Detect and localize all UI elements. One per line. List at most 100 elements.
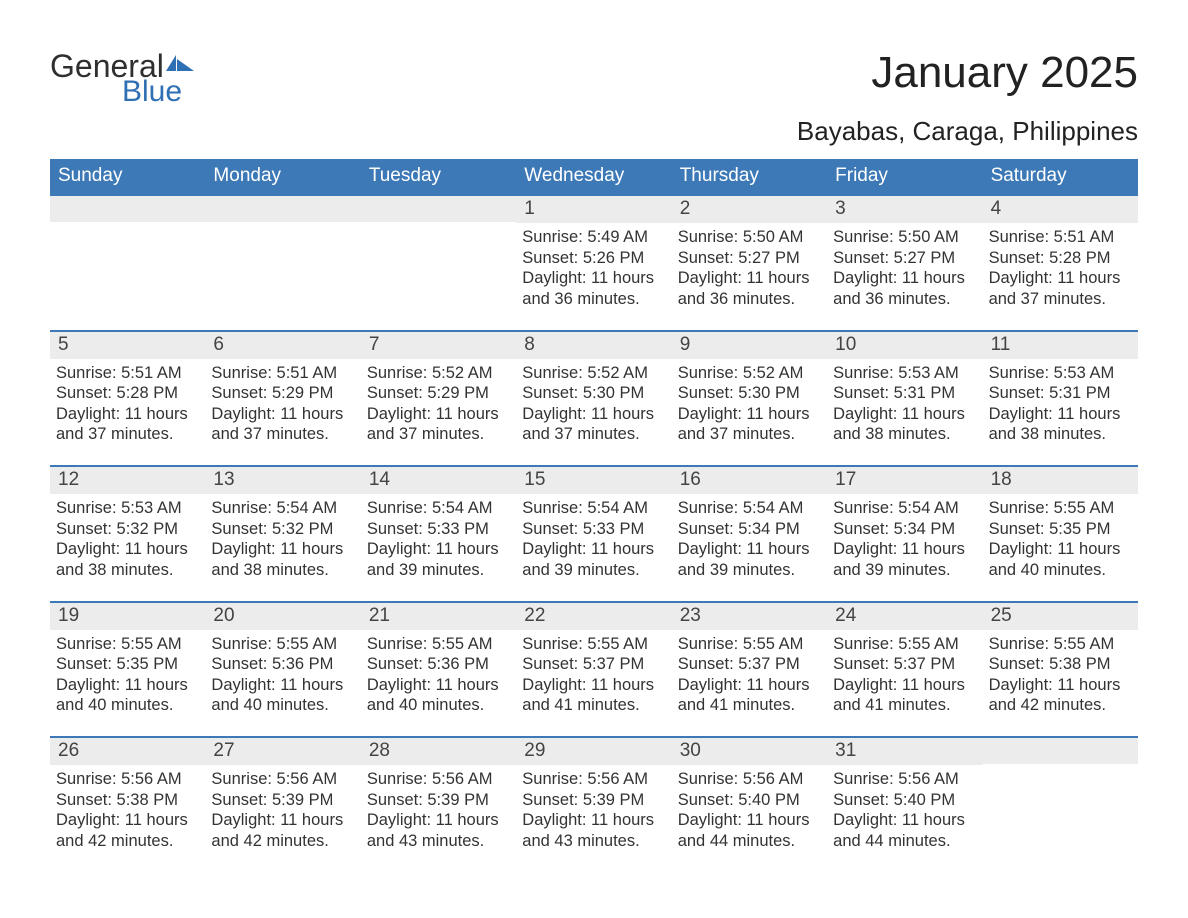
day-cell [205,196,360,310]
day-cell: 22Sunrise: 5:55 AMSunset: 5:37 PMDayligh… [516,603,671,717]
daylight-text: Daylight: 11 hours and 39 minutes. [678,539,821,580]
sunrise-text: Sunrise: 5:54 AM [833,498,976,519]
day-body: Sunrise: 5:54 AMSunset: 5:33 PMDaylight:… [367,498,510,581]
day-cell: 15 Sunrise: 5:54 AMSunset: 5:33 PMDayligh… [516,467,671,581]
sunset-text: Sunset: 5:30 PM [678,383,821,404]
sunset-text: Sunset: 5:40 PM [678,790,821,811]
day-cell [983,738,1138,852]
sunrise-text: Sunrise: 5:54 AM [522,498,665,519]
day-number-strip-empty [361,196,516,222]
sunrise-text: Sunrise: 5:56 AM [678,769,821,790]
day-number-strip-empty [205,196,360,222]
sunrise-text: Sunrise: 5:55 AM [367,634,510,655]
sunrise-text: Sunrise: 5:52 AM [367,363,510,384]
day-cell: 20Sunrise: 5:55 AMSunset: 5:36 PMDayligh… [205,603,360,717]
day-body: Sunrise: 5:55 AMSunset: 5:38 PMDaylight:… [989,634,1132,717]
sunrise-text: Sunrise: 5:53 AM [989,363,1132,384]
brand-logo: General Blue [50,48,220,109]
daylight-text: Daylight: 11 hours and 41 minutes. [678,675,821,716]
day-body: Sunrise: 5:55 AMSunset: 5:36 PMDaylight:… [211,634,354,717]
day-number: 30 [672,738,827,765]
daylight-text: Daylight: 11 hours and 39 minutes. [522,539,665,580]
sunset-text: Sunset: 5:33 PM [367,519,510,540]
day-number: 23 [672,603,827,630]
daylight-text: Daylight: 11 hours and 39 minutes. [833,539,976,580]
daylight-text: Daylight: 11 hours and 44 minutes. [833,810,976,851]
sunset-text: Sunset: 5:40 PM [833,790,976,811]
sunset-text: Sunset: 5:38 PM [989,654,1132,675]
week-row: 19Sunrise: 5:55 AMSunset: 5:35 PMDayligh… [50,601,1138,737]
day-cell: 12Sunrise: 5:53 AMSunset: 5:32 PMDayligh… [50,467,205,581]
sunrise-text: Sunrise: 5:55 AM [211,634,354,655]
day-body: Sunrise: 5:56 AMSunset: 5:39 PMDaylight:… [367,769,510,852]
day-cell: 30 Sunrise: 5:56 AMSunset: 5:40 PMDayligh… [672,738,827,852]
day-number: 19 [50,603,205,630]
sunset-text: Sunset: 5:35 PM [56,654,199,675]
daylight-text: Daylight: 11 hours and 38 minutes. [833,404,976,445]
week-row: 5Sunrise: 5:51 AMSunset: 5:28 PMDaylight… [50,330,1138,466]
sunrise-text: Sunrise: 5:51 AM [56,363,199,384]
day-number: 17 [827,467,982,494]
sunrise-text: Sunrise: 5:55 AM [522,634,665,655]
sunrise-text: Sunrise: 5:55 AM [989,634,1132,655]
daylight-text: Daylight: 11 hours and 40 minutes. [989,539,1132,580]
day-number: 16 [672,467,827,494]
sunrise-text: Sunrise: 5:55 AM [989,498,1132,519]
sunrise-text: Sunrise: 5:50 AM [833,227,976,248]
day-cell: 9 Sunrise: 5:52 AMSunset: 5:30 PMDaylight… [672,332,827,446]
sunrise-text: Sunrise: 5:52 AM [522,363,665,384]
day-cell [50,196,205,310]
daylight-text: Daylight: 11 hours and 44 minutes. [678,810,821,851]
sunrise-text: Sunrise: 5:56 AM [56,769,199,790]
day-number: 3 [827,196,982,223]
day-body: Sunrise: 5:53 AMSunset: 5:31 PMDaylight:… [833,363,976,446]
sunrise-text: Sunrise: 5:55 AM [56,634,199,655]
daylight-text: Daylight: 11 hours and 40 minutes. [56,675,199,716]
sunset-text: Sunset: 5:37 PM [833,654,976,675]
day-cell: 31Sunrise: 5:56 AMSunset: 5:40 PMDayligh… [827,738,982,852]
day-number: 21 [361,603,516,630]
sunrise-text: Sunrise: 5:52 AM [678,363,821,384]
day-cell [361,196,516,310]
sunset-text: Sunset: 5:35 PM [989,519,1132,540]
sunrise-text: Sunrise: 5:56 AM [211,769,354,790]
sunset-text: Sunset: 5:33 PM [522,519,665,540]
sunset-text: Sunset: 5:26 PM [522,248,665,269]
sunset-text: Sunset: 5:27 PM [833,248,976,269]
day-cell: 18Sunrise: 5:55 AMSunset: 5:35 PMDayligh… [983,467,1138,581]
day-number: 9 [672,332,827,359]
sunrise-text: Sunrise: 5:55 AM [678,634,821,655]
location-title: Bayabas, Caraga, Philippines [797,116,1138,147]
day-number: 15 [516,467,671,494]
sunrise-text: Sunrise: 5:55 AM [833,634,976,655]
day-number: 26 [50,738,205,765]
day-number-strip-empty [50,196,205,222]
week-row: 12Sunrise: 5:53 AMSunset: 5:32 PMDayligh… [50,465,1138,601]
day-number: 8 [516,332,671,359]
weeks-container: 1Sunrise: 5:49 AMSunset: 5:26 PMDaylight… [50,194,1138,858]
daylight-text: Daylight: 11 hours and 38 minutes. [989,404,1132,445]
sunrise-text: Sunrise: 5:56 AM [522,769,665,790]
title-block: January 2025 Bayabas, Caraga, Philippine… [797,48,1138,147]
sunrise-text: Sunrise: 5:56 AM [367,769,510,790]
weekday-header-row: Sunday Monday Tuesday Wednesday Thursday… [50,159,1138,194]
sunset-text: Sunset: 5:30 PM [522,383,665,404]
sunrise-text: Sunrise: 5:54 AM [367,498,510,519]
sunset-text: Sunset: 5:39 PM [522,790,665,811]
day-body: Sunrise: 5:55 AMSunset: 5:37 PMDaylight:… [678,634,821,717]
day-cell: 7Sunrise: 5:52 AMSunset: 5:29 PMDaylight… [361,332,516,446]
sunset-text: Sunset: 5:32 PM [56,519,199,540]
day-cell: 25Sunrise: 5:55 AMSunset: 5:38 PMDayligh… [983,603,1138,717]
daylight-text: Daylight: 11 hours and 40 minutes. [367,675,510,716]
day-cell: 21Sunrise: 5:55 AMSunset: 5:36 PMDayligh… [361,603,516,717]
day-number: 11 [983,332,1138,359]
daylight-text: Daylight: 11 hours and 42 minutes. [989,675,1132,716]
day-cell: 23 Sunrise: 5:55 AMSunset: 5:37 PMDayligh… [672,603,827,717]
day-number: 7 [361,332,516,359]
day-cell: 4Sunrise: 5:51 AMSunset: 5:28 PMDaylight… [983,196,1138,310]
sunset-text: Sunset: 5:39 PM [367,790,510,811]
day-body: Sunrise: 5:52 AMSunset: 5:30 PMDaylight:… [678,363,821,446]
daylight-text: Daylight: 11 hours and 39 minutes. [367,539,510,580]
day-cell: 8Sunrise: 5:52 AMSunset: 5:30 PMDaylight… [516,332,671,446]
daylight-text: Daylight: 11 hours and 37 minutes. [678,404,821,445]
